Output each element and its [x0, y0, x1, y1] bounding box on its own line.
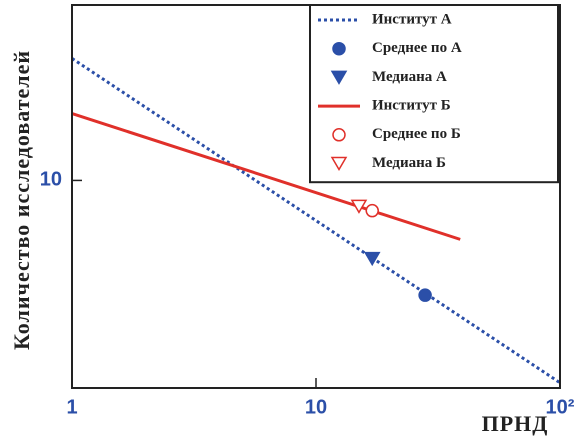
marker: [332, 41, 346, 56]
marker: [332, 128, 346, 142]
marker: [330, 70, 348, 85]
legend-box: [309, 4, 559, 184]
x-tick-label: 10²: [546, 396, 575, 418]
legend-label: Институт А: [372, 11, 452, 27]
y-tick-label: 10: [40, 169, 62, 191]
legend-label: Медиана А: [372, 69, 447, 85]
marker: [330, 156, 348, 171]
legend-label: Институт Б: [372, 98, 451, 114]
marker: [365, 203, 379, 218]
marker: [350, 199, 368, 214]
plot-area: [72, 57, 560, 384]
legend-label: Медиана Б: [372, 155, 446, 171]
x-tick-label: 1: [66, 396, 77, 418]
series-line: [72, 112, 461, 241]
marker: [363, 251, 381, 267]
series-line: [72, 57, 560, 384]
y-axis-label: Количество исследователей: [9, 50, 34, 350]
x-tick-label: 10: [305, 396, 327, 418]
x-axis-label: ПРНД: [482, 411, 549, 436]
legend-label: Среднее по Б: [372, 126, 461, 142]
marker: [418, 288, 432, 302]
legend-label: Среднее по А: [372, 40, 462, 56]
